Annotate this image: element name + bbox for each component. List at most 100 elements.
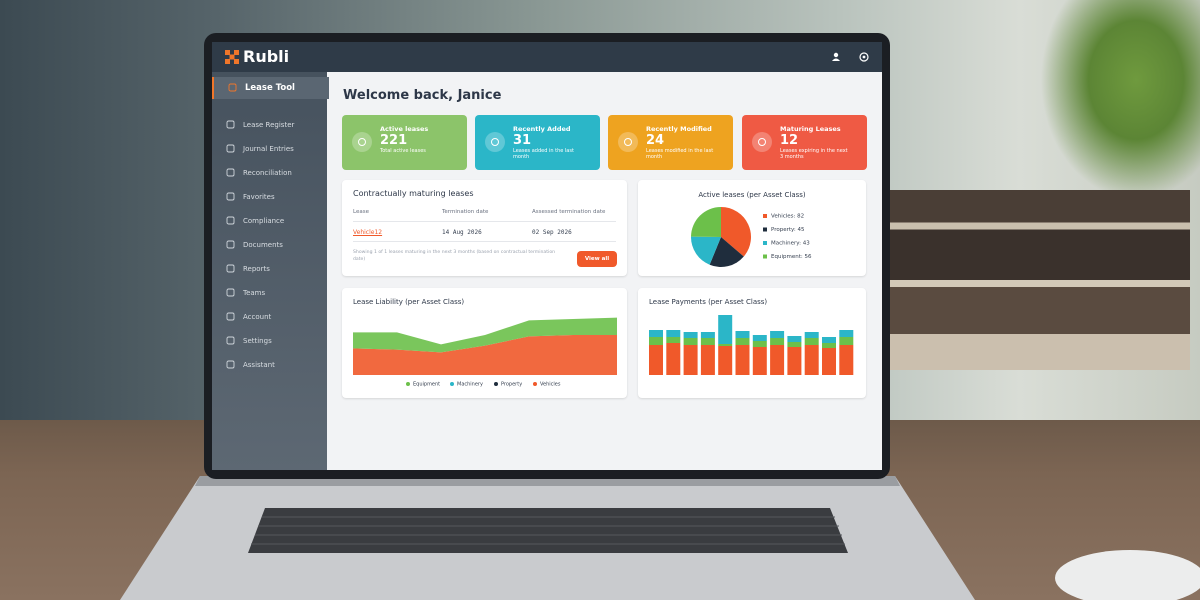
bar-segment — [822, 337, 836, 343]
legend-swatch — [763, 254, 767, 259]
logo-icon — [225, 50, 239, 64]
pie-slice — [721, 207, 751, 257]
icon-shape — [226, 264, 235, 273]
bar-segment — [822, 348, 836, 375]
bar-segment — [735, 331, 750, 338]
icon-circle — [352, 132, 372, 152]
sidebar-item[interactable]: Reports — [212, 259, 327, 279]
view-all-button[interactable]: View all — [577, 251, 617, 267]
legend-swatch — [450, 382, 454, 386]
sidebar-item[interactable]: Lease Tool — [212, 77, 329, 99]
bar-segment — [752, 335, 767, 341]
stat-card: Recently Added 31 Leases added in the last… — [475, 115, 600, 170]
stat-card: Active leases 221 Total active leases — [342, 115, 467, 170]
sidebar-label: Favorites — [243, 193, 275, 201]
icon-shape — [226, 240, 235, 249]
sidebar-icon — [226, 336, 235, 345]
sidebar-label: Account — [243, 313, 272, 321]
legend-swatch — [763, 241, 767, 245]
legend-label: Equipment — [413, 382, 440, 388]
welcome-title: Welcome back, Janice — [343, 88, 502, 103]
stat-value: 221 — [380, 133, 408, 148]
content: Active leases 221 Total active leases Recen… — [212, 42, 882, 470]
icon-shape — [226, 360, 235, 369]
header-icons[interactable] — [830, 51, 872, 63]
sidebar-icon — [226, 312, 235, 321]
bar-segment — [683, 338, 698, 345]
table-cell: 14 Aug 2026 — [442, 229, 482, 236]
bar-segment — [683, 332, 698, 338]
sidebar-item[interactable]: Settings — [212, 331, 327, 351]
icon-glyph — [624, 138, 632, 146]
bar-segment — [649, 337, 663, 345]
bar-segment — [804, 345, 819, 375]
icon-shape — [226, 120, 235, 129]
sidebar-label: Lease Tool — [245, 83, 295, 93]
stat-desc: Leases expiring in the next 3 months — [780, 148, 848, 160]
stat-title: Active leases — [380, 125, 429, 133]
sidebar-icon — [226, 216, 235, 225]
stat-value: 31 — [513, 133, 532, 148]
bar-segment — [718, 344, 733, 346]
bar-segment — [752, 347, 767, 375]
bar-segment — [649, 345, 663, 375]
sidebar-label: Documents — [243, 241, 283, 249]
app-name: Rubli — [243, 47, 290, 66]
sidebar-item[interactable]: Account — [212, 307, 327, 327]
icon-circle — [752, 132, 772, 152]
legend-label: Property: 45 — [771, 227, 805, 233]
table-cell: 02 Sep 2026 — [532, 229, 572, 236]
pie-slice — [709, 237, 744, 267]
legend-swatch — [763, 214, 767, 218]
sidebar-label: Lease Register — [243, 121, 295, 129]
bar-segment — [666, 337, 681, 343]
sidebar-item[interactable]: Compliance — [212, 211, 327, 231]
chart-title: Lease Payments (per Asset Class) — [649, 298, 767, 306]
bar-segment — [649, 330, 663, 337]
sidebar-icon — [226, 120, 235, 129]
stat-value: 12 — [780, 133, 799, 148]
sidebar-item[interactable]: Assistant — [212, 355, 327, 375]
bar-segment — [787, 336, 802, 342]
sidebar-item[interactable]: Favorites — [212, 187, 327, 207]
bar-segment — [839, 330, 854, 337]
sidebar-label: Reconciliation — [243, 169, 292, 177]
sidebar-icon — [228, 83, 237, 92]
bar-segment — [718, 315, 733, 344]
legend-swatch — [763, 227, 767, 232]
sidebar-item[interactable]: Teams — [212, 283, 327, 303]
chart-title: Lease Liability (per Asset Class) — [353, 298, 464, 306]
books — [890, 190, 1190, 370]
sidebar-label: Compliance — [243, 217, 285, 225]
legend-label: Vehicles — [540, 382, 561, 388]
bar-segment — [700, 338, 715, 345]
legend-swatch — [494, 382, 498, 386]
sidebar-icon — [226, 144, 235, 153]
icon-shape — [226, 288, 235, 297]
sidebar-icon — [226, 168, 235, 177]
sidebar-item[interactable]: Journal Entries — [212, 139, 327, 159]
pie-slice — [691, 236, 721, 265]
legend-swatch — [406, 382, 410, 386]
stat-icon — [618, 132, 638, 152]
bar-segment — [787, 342, 802, 347]
lease-link[interactable]: Vehicle12 — [353, 229, 383, 236]
plant — [1040, 0, 1200, 200]
bar-segment — [666, 330, 681, 337]
icon-glyph — [758, 138, 766, 146]
bar-segment — [752, 341, 767, 347]
pie-slice — [691, 207, 721, 237]
bar-segment — [770, 345, 785, 375]
icon-circle — [485, 132, 505, 152]
sidebar-item[interactable]: Documents — [212, 235, 327, 255]
sidebar-icon — [226, 288, 235, 297]
sidebar-item[interactable]: Reconciliation — [212, 163, 327, 183]
sidebar-item[interactable]: Lease Register — [212, 115, 327, 135]
sidebar-icon — [226, 240, 235, 249]
sidebar-label: Settings — [243, 337, 272, 345]
chart-panel: Lease Payments (per Asset Class) — [638, 288, 866, 398]
legend-label: Vehicles: 82 — [771, 214, 804, 220]
table-note: Showing 1 of 1 leases maturing in the ne… — [353, 250, 556, 262]
icon-shape — [226, 216, 235, 225]
